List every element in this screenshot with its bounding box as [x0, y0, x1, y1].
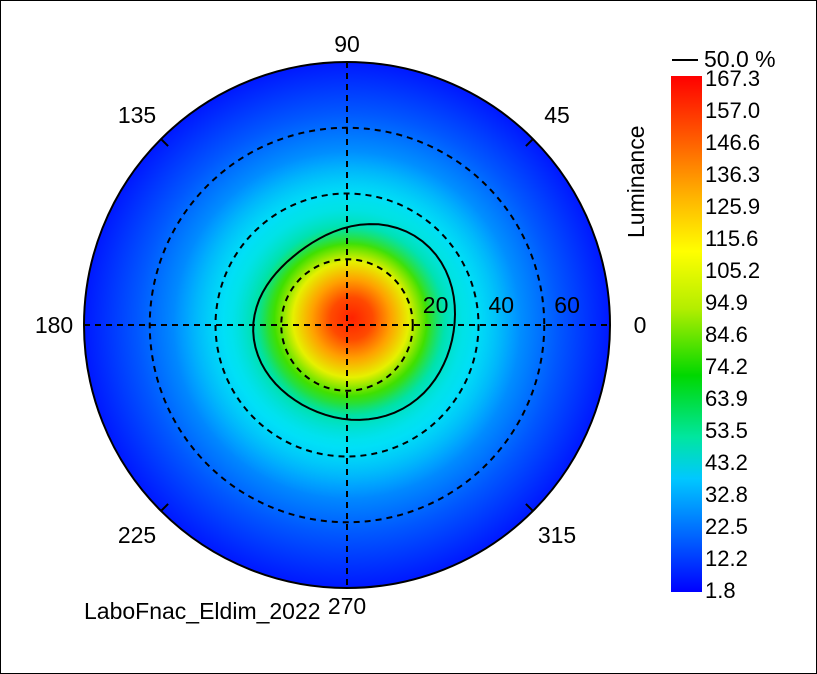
contour-50-percent: [252, 223, 457, 421]
radial-label-20: 20: [423, 292, 449, 318]
angle-label-270: 270: [328, 593, 366, 619]
heatmap-highlights: [97, 150, 597, 500]
colorbar-tick-label: 125.9: [705, 194, 760, 219]
angle-label-45: 45: [544, 102, 570, 128]
radial-ring-60: [148, 126, 546, 524]
radial-label-60: 60: [554, 292, 580, 318]
angle-label-315: 315: [538, 522, 576, 548]
radial-label-40: 40: [489, 292, 515, 318]
plot-border: [83, 61, 611, 589]
colorbar-tick-label: 63.9: [705, 386, 748, 411]
colorbar-tick-label: 1.8: [705, 578, 736, 603]
angle-label-0: 0: [634, 312, 647, 338]
radial-ring-20: [280, 258, 414, 392]
colorbar-tick-label: 32.8: [705, 482, 748, 507]
colorbar-tick-label: 146.6: [705, 130, 760, 155]
angle-label-135: 135: [118, 102, 156, 128]
angle-label-225: 225: [118, 522, 156, 548]
radial-labels: 20 40 60: [423, 292, 580, 318]
colorbar-tick-label: 115.6: [705, 226, 758, 251]
colorbar-tick-label: 167.3: [705, 66, 760, 91]
colorbar: 167.3 157.0 146.6 136.3 125.9 115.6 105.2 94.9 8…: [623, 46, 776, 603]
angle-labels: 0 45 90 135 180 225 270 315: [35, 31, 647, 619]
colorbar-gradient: [671, 76, 702, 592]
colorbar-tick-label: 105.2: [705, 258, 760, 283]
colorbar-tick-label: 43.2: [705, 450, 748, 475]
contour-legend-label: 50.0 %: [704, 46, 776, 72]
colorbar-tick-label: 136.3: [705, 162, 760, 187]
cyan-lobe-band: [97, 150, 597, 500]
angle-label-90: 90: [334, 31, 360, 57]
polar-plot-area: 0 45 90 135 180 225 270 315 20 40 60: [35, 31, 647, 619]
colorbar-tick-label: 157.0: [705, 98, 760, 123]
angle-tick-135: [160, 138, 169, 147]
footer-label: LaboFnac_Eldim_2022: [84, 598, 321, 624]
colorbar-title: Luminance: [623, 125, 649, 238]
polar-grid: [84, 62, 610, 588]
angle-label-180: 180: [35, 312, 73, 338]
colorbar-tick-label: 12.2: [705, 546, 748, 571]
radial-ring-40: [214, 192, 480, 458]
angle-tick-45: [525, 138, 534, 147]
contour-line: [252, 223, 457, 421]
colorbar-tick-label: 22.5: [705, 514, 748, 539]
angle-tick-315: [525, 503, 534, 512]
colorbar-tick-label: 53.5: [705, 418, 748, 443]
colorbar-tick-label: 74.2: [705, 354, 748, 379]
angle-tick-225: [160, 503, 169, 512]
colorbar-ticks: 167.3 157.0 146.6 136.3 125.9 115.6 105.2 94.9 8…: [705, 66, 760, 603]
colorbar-tick-label: 94.9: [705, 290, 748, 315]
colorbar-tick-label: 84.6: [705, 322, 748, 347]
